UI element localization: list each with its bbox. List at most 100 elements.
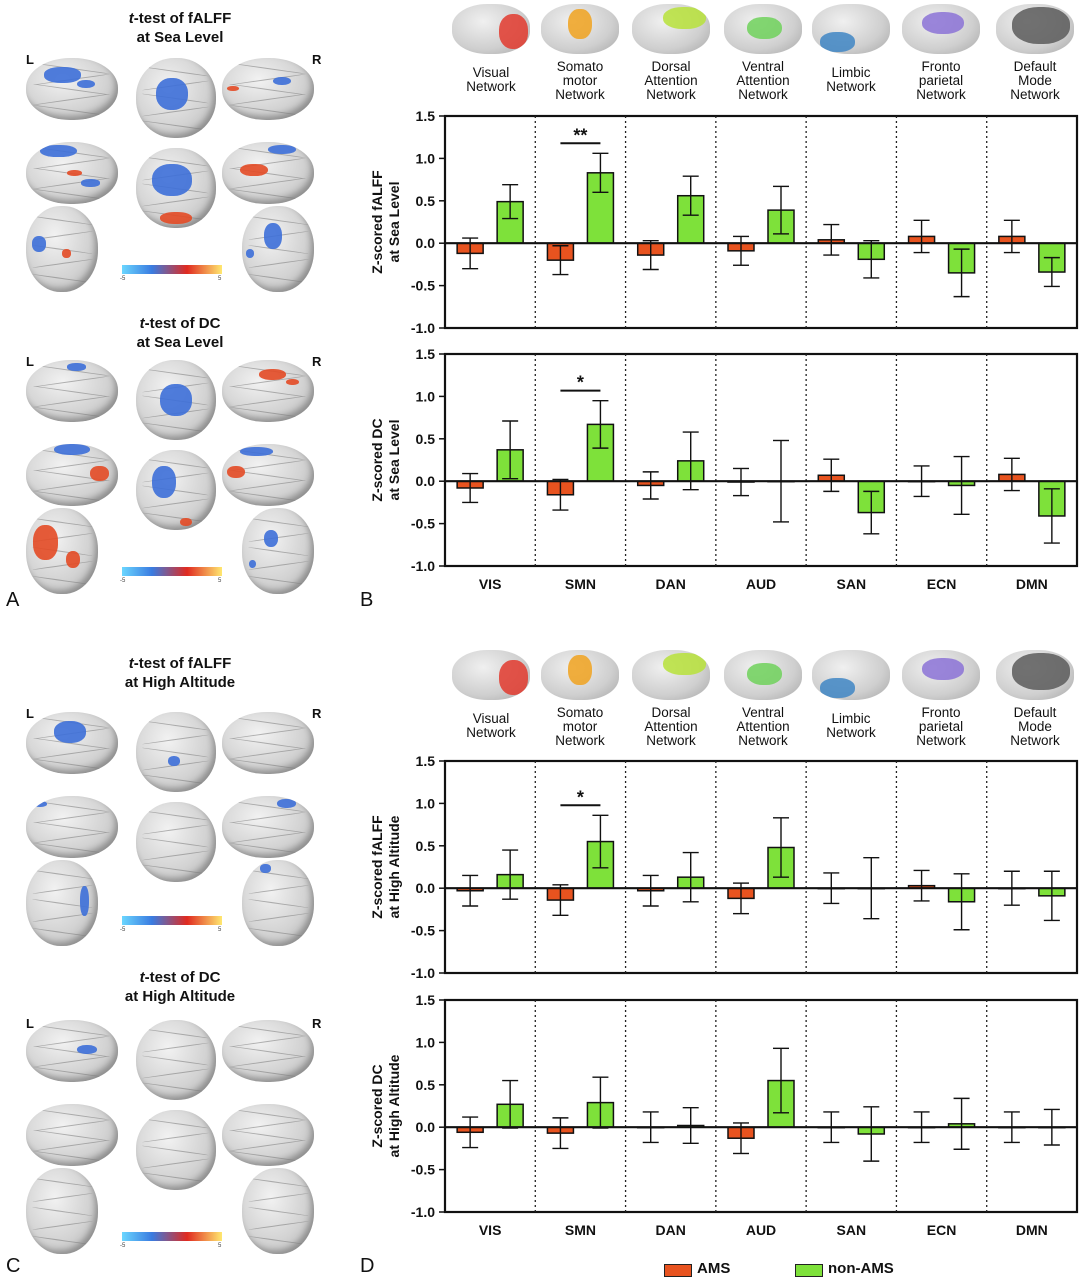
activation-cluster [152, 164, 192, 196]
somatomotor-network-icon [541, 650, 619, 700]
y-tick-label: -0.5 [411, 278, 435, 294]
activation-cluster [62, 249, 71, 258]
somatomotor-network-icon [541, 4, 619, 54]
network-name: Visual Network [466, 711, 516, 740]
network-name: Limbic Network [826, 711, 876, 740]
activation-cluster [33, 525, 59, 560]
network-name: Visual Network [466, 65, 516, 94]
brain-surface-view [136, 712, 216, 792]
x-tick-label: ECN [927, 576, 957, 592]
network-name: Dorsal Attention Network [644, 59, 698, 102]
network-header-default-mode-network: Default Mode Network [993, 650, 1077, 748]
panel-label-b: B [360, 589, 374, 611]
x-tick-label: AUD [746, 1222, 776, 1238]
colorbar-min-label: -5 [120, 1243, 126, 1249]
chart-dc-sea-level: -1.0 -0.5 0.0 0.5 1.0 1.5 Z-scored DC at Sea Le… [369, 346, 1079, 592]
visual-network-icon [452, 650, 530, 700]
brain-surface-view [26, 508, 98, 594]
brain-surface-view [242, 1168, 314, 1254]
network-name: Default Mode Network [1010, 705, 1060, 748]
activation-cluster [286, 378, 300, 385]
brain-render-group-a-falff [26, 58, 326, 298]
network-name: Ventral Attention Network [736, 705, 790, 748]
legend-label-ams: AMS [697, 1260, 731, 1277]
network-header-ventral-attention-network: Ventral Attention Network [721, 4, 805, 102]
activation-cluster [260, 864, 271, 873]
legend-label-non-ams: non-AMS [828, 1260, 894, 1277]
y-tick-label: 1.5 [416, 346, 436, 362]
default-mode-network-icon [996, 4, 1074, 54]
left-hemisphere-label: L [26, 354, 34, 369]
brain-surface-view [136, 802, 216, 882]
activation-cluster [180, 518, 192, 526]
colorbar [122, 916, 222, 925]
brain-surface-view [26, 860, 98, 946]
y-tick-label: 0.0 [416, 235, 436, 251]
limbic-network-icon [812, 4, 890, 54]
activation-cluster [263, 223, 282, 249]
activation-cluster [33, 800, 48, 808]
y-axis-label: at Sea Level [386, 420, 402, 501]
x-tick-label: ECN [927, 1222, 957, 1238]
brain-surface-view [136, 1020, 216, 1100]
limbic-network-icon [812, 650, 890, 700]
y-tick-label: 0.5 [416, 193, 436, 209]
network-header-ventral-attention-network: Ventral Attention Network [721, 650, 805, 748]
activation-cluster [156, 78, 188, 110]
brain-surface-view [26, 142, 118, 204]
colorbar-max-label: 5 [218, 578, 222, 584]
plot-frame [443, 998, 1079, 1214]
network-header-default-mode-network: Default Mode Network [993, 4, 1077, 102]
activation-cluster [76, 1044, 97, 1055]
x-tick-label: VIS [479, 576, 502, 592]
x-tick-label: DAN [656, 576, 686, 592]
activation-cluster [53, 444, 91, 456]
colorbar [122, 265, 222, 274]
activation-cluster [226, 85, 240, 91]
y-tick-label: 1.5 [416, 108, 436, 124]
network-header-somatomotor-network: Somato motor Network [538, 4, 622, 102]
activation-cluster [272, 76, 291, 86]
right-hemisphere-label: R [312, 1016, 322, 1031]
brain-surface-view [222, 1104, 314, 1166]
activation-cluster [263, 529, 278, 547]
activation-cluster [90, 465, 109, 482]
y-tick-label: 1.0 [416, 795, 436, 811]
network-header-somatomotor-network: Somato motor Network [538, 650, 622, 748]
brain-title-c-top: t-test of fALFF at High Altitude [124, 655, 236, 691]
chart-falff-sea-level: -1.0 -0.5 0.0 0.5 1.0 1.5 Z-scored fALFF at Sea… [369, 108, 1079, 336]
x-tick-label: DMN [1016, 576, 1048, 592]
activation-cluster [226, 465, 245, 479]
chart-dc-high-altitude: -1.0 -0.5 0.0 0.5 1.0 1.5 Z-scored DC at High A… [369, 992, 1079, 1238]
dorsal-attention-network-icon [632, 650, 710, 700]
brain-surface-view [222, 360, 314, 422]
network-header-frontoparietal-network: Fronto parietal Network [899, 4, 983, 102]
network-header-limbic-network: Limbic Network [809, 650, 893, 740]
y-tick-label: -0.5 [411, 516, 435, 532]
y-axis-label: at High Altitude [386, 815, 402, 918]
colorbar-min-label: -5 [120, 276, 126, 282]
legend-swatch-non-ams [795, 1264, 823, 1277]
x-tick-label: DMN [1016, 1222, 1048, 1238]
colorbar [122, 567, 222, 576]
network-header-visual-network: Visual Network [449, 4, 533, 94]
x-tick-label: SMN [565, 576, 596, 592]
network-header-limbic-network: Limbic Network [809, 4, 893, 94]
default-mode-network-icon [996, 650, 1074, 700]
y-tick-label: 0.0 [416, 473, 436, 489]
legend-swatch-ams [664, 1264, 692, 1277]
y-axis-label: at High Altitude [386, 1054, 402, 1157]
network-name: Ventral Attention Network [736, 59, 790, 102]
activation-cluster [249, 559, 257, 569]
activation-cluster [240, 163, 268, 177]
brain-surface-view [242, 508, 314, 594]
right-hemisphere-label: R [312, 354, 322, 369]
activation-cluster [53, 721, 86, 743]
brain-surface-view [222, 1020, 314, 1082]
colorbar-min-label: -5 [120, 927, 126, 933]
brain-surface-view [26, 206, 98, 292]
right-hemisphere-label: R [312, 706, 322, 721]
brain-title-a-bottom: t-test of DC at Sea Level [136, 315, 224, 351]
plot-frame [443, 759, 1079, 975]
y-axis-label: at Sea Level [386, 182, 402, 263]
